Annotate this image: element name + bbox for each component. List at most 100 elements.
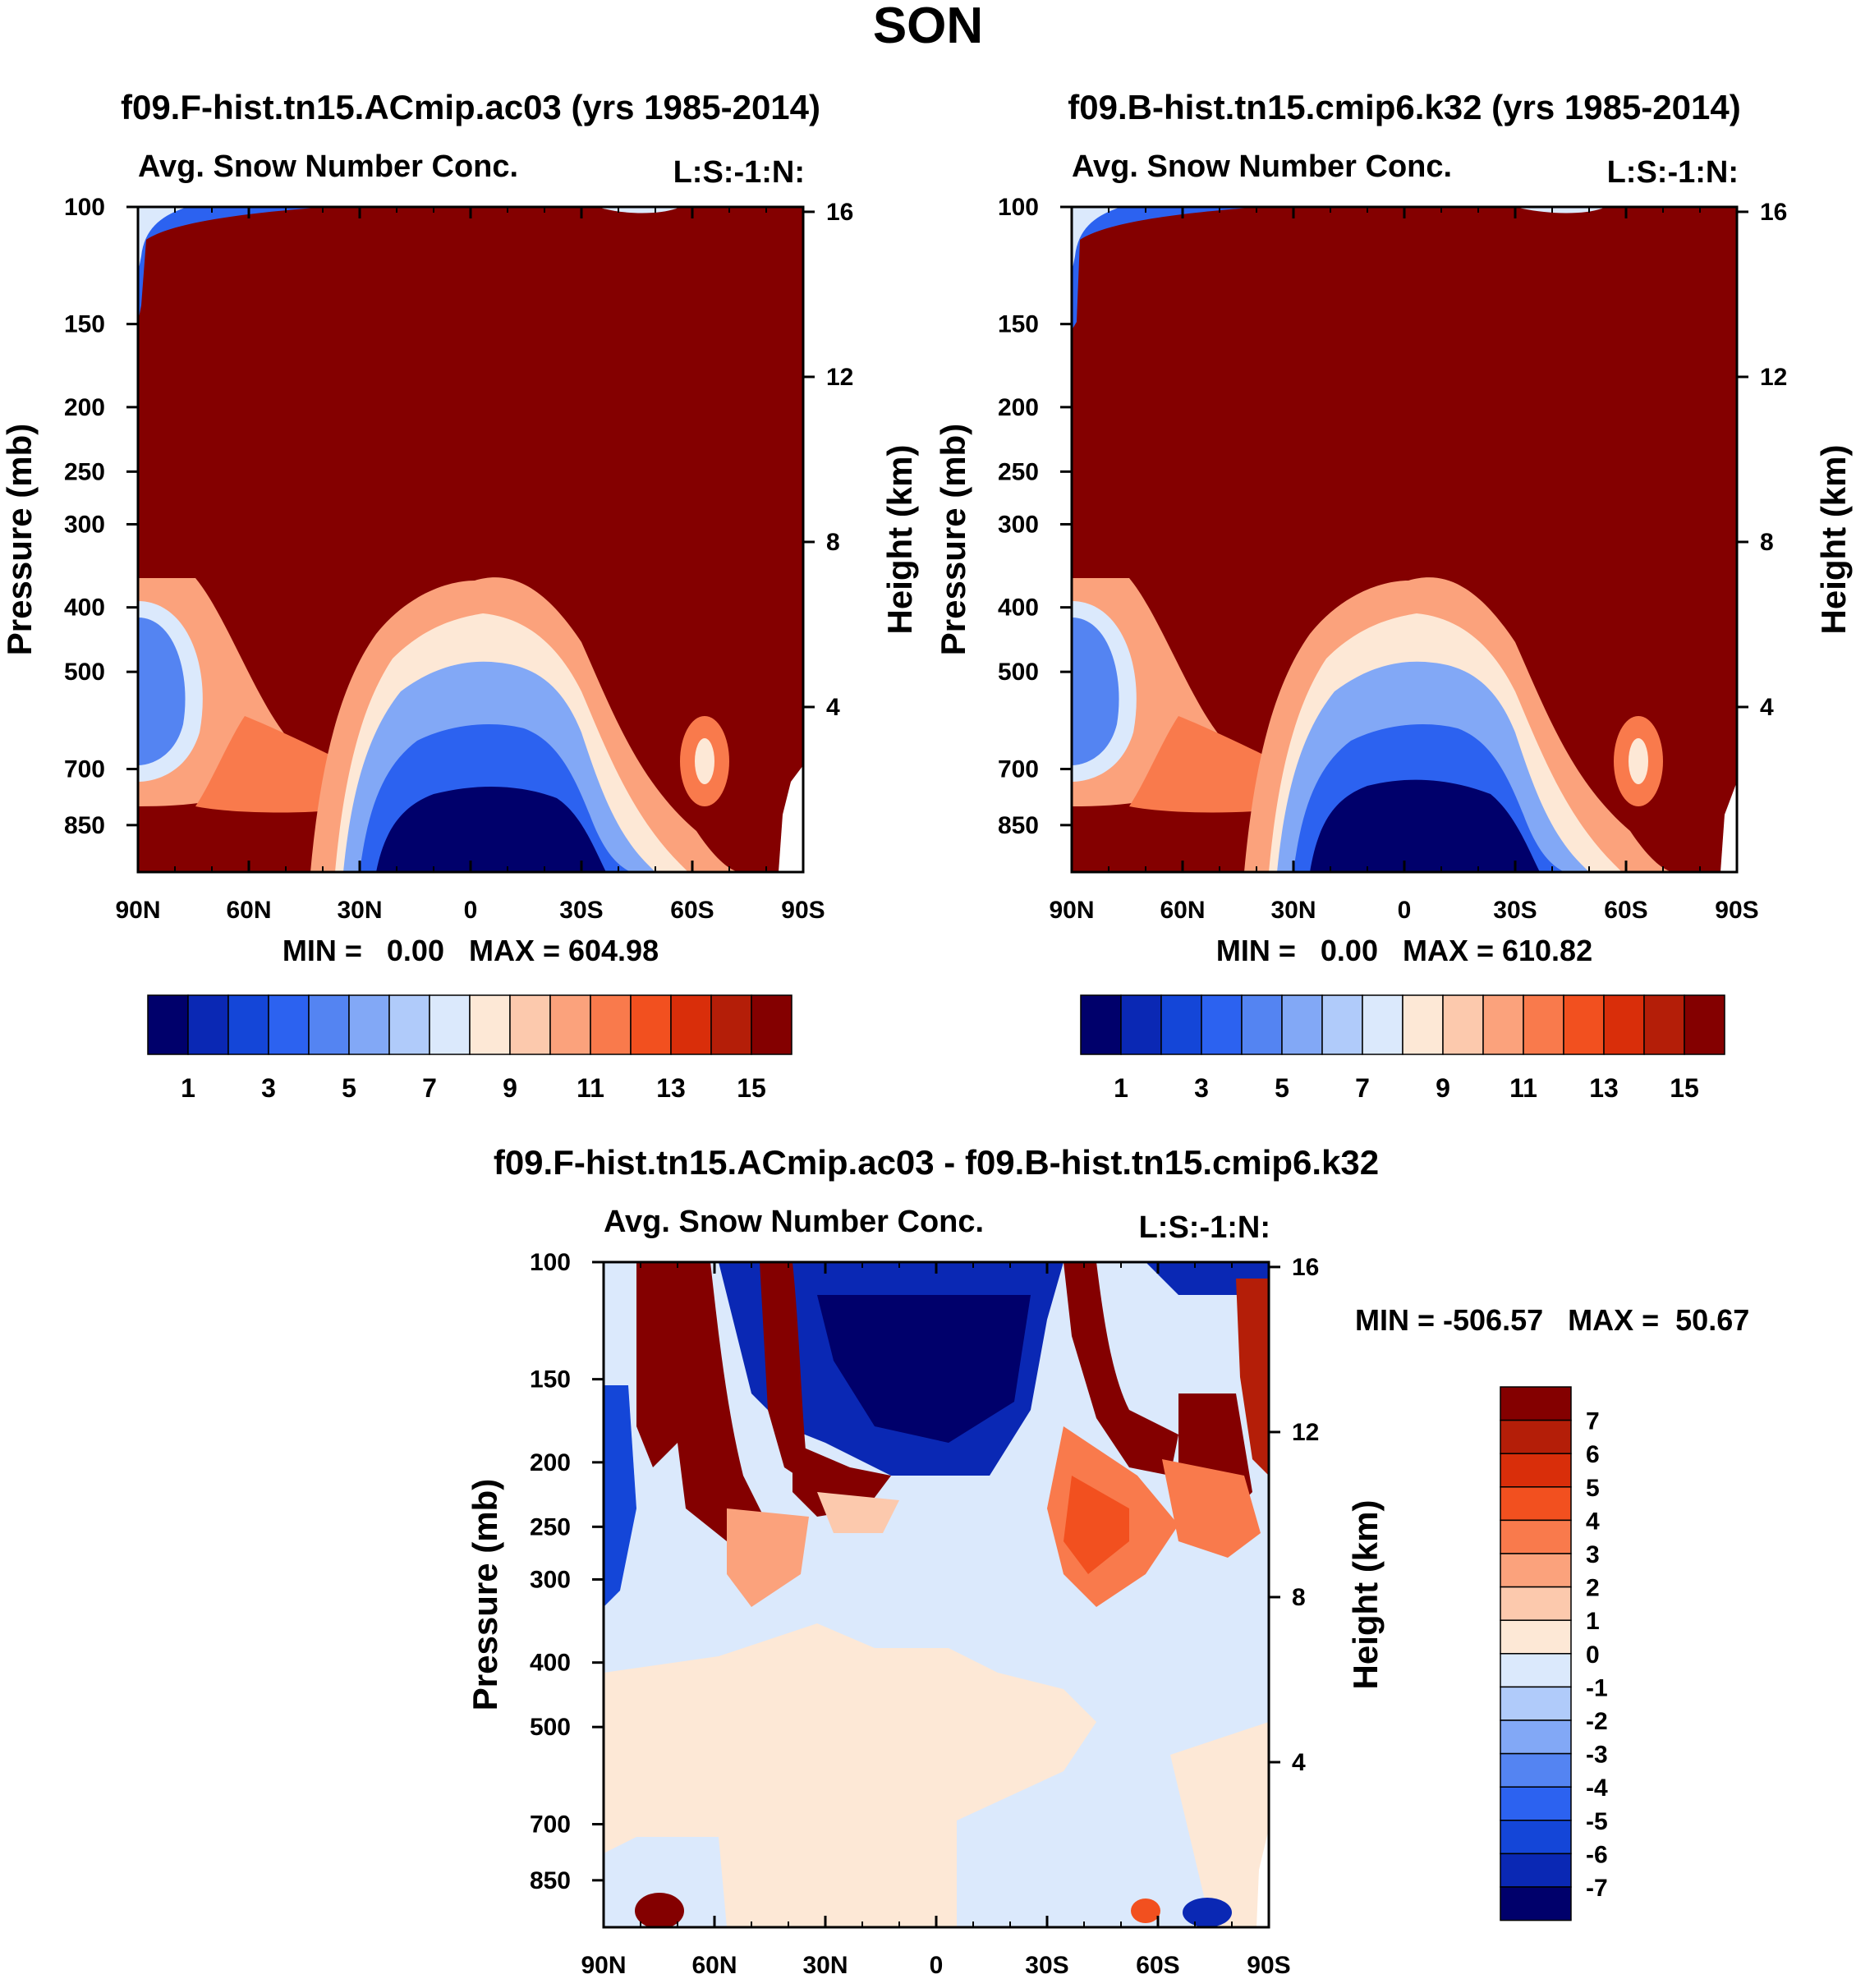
colorbar-label: 7 [1355,1073,1370,1103]
x-tick-label: 90N [581,1952,626,1979]
y-tick-label: 150 [998,311,1039,338]
y2-axis-title: Height (km) [1814,445,1853,635]
upper-white-band [1072,207,1121,273]
colorbar-swatch [1500,1653,1572,1688]
colorbar-label: 4 [1586,1508,1600,1535]
colorbar-label: -5 [1586,1808,1608,1835]
y-tick-label: 500 [998,659,1039,686]
colorbar-swatch [509,994,551,1055]
colorbar-swatch [1120,994,1162,1055]
colorbar-swatch [469,994,511,1055]
colorbar-swatch [710,994,752,1055]
y-tick-label: 250 [64,458,105,485]
colorbar-swatch [1500,1419,1572,1454]
min-max-label: MIN = -506.57 MAX = 50.67 [1355,1303,1749,1337]
y-tick-label: 400 [64,595,105,622]
page-title: SON [873,0,983,54]
colorbar-swatch [1500,1386,1572,1421]
axis-ticks: 90N 60N 30N 0 30S 60S 90S 100 150 200 250 300 400 500… [530,1249,1319,1979]
min-max-label: MIN = 0.00 MAX = 610.82 [1216,934,1592,967]
colorbar-label: 7 [1586,1408,1600,1435]
panel-ac03: f09.F-hist.tn15.ACmip.ac03 (yrs 1985-201… [0,88,919,1103]
colorbar-swatch [1201,994,1243,1055]
y2-tick-label: 8 [1292,1584,1306,1611]
upper-positive-plume [1236,1279,1269,1476]
colorbar-label: 15 [737,1073,766,1103]
colorbar-swatch [1080,994,1122,1055]
y-tick-label: 850 [64,812,105,839]
y-tick-label: 150 [530,1366,571,1393]
colorbar-swatch [1643,994,1685,1055]
missing-data-corner [1720,782,1737,872]
y-tick-label: 200 [64,394,105,421]
x-tick-label: 30S [1493,897,1537,924]
panel-title: f09.B-hist.tn15.cmip6.k32 (yrs 1985-2014… [1068,88,1740,126]
colorbar-swatch [1523,994,1564,1055]
mid-positive-band [1064,1476,1129,1574]
surface-negative-blob [1183,1898,1232,1927]
colorbar-label: 5 [1275,1073,1289,1103]
colorbar-label: 3 [261,1073,276,1103]
y2-tick-label: 8 [826,529,840,556]
colorbar-swatch [227,994,269,1055]
colorbar-swatch [187,994,229,1055]
colorbar: 7 6 5 4 3 2 1 0 -1 -2 -3 -4 -5 -6 -7 [1500,1386,1608,1921]
upper-white-band [138,207,187,273]
y2-tick-label: 16 [1292,1254,1319,1281]
upper-negative-region [817,1295,1031,1443]
y-tick-label: 700 [64,756,105,783]
y-tick-label: 700 [530,1811,571,1839]
colorbar-swatch [429,994,471,1055]
variable-label: Avg. Snow Number Conc. [604,1205,984,1239]
colorbar-swatch [1321,994,1363,1055]
colorbar-swatch [1500,1519,1572,1554]
colorbar-label: 9 [1436,1073,1450,1103]
y-tick-label: 100 [530,1249,571,1276]
colorbar-label: 5 [1586,1475,1600,1502]
colorbar-swatch [1500,1719,1572,1755]
x-tick-label: 30N [802,1952,848,1979]
y-tick-label: 400 [530,1650,571,1677]
y-tick-label: 200 [530,1449,571,1476]
x-tick-label: 30S [1025,1952,1068,1979]
y-tick-label: 500 [64,659,105,686]
colorbar-label: 11 [1509,1073,1537,1103]
missing-data-corner [1256,1829,1269,1927]
y-tick-label: 100 [64,194,105,221]
colorbar-label: 7 [422,1073,437,1103]
colorbar-label: -4 [1586,1775,1608,1802]
colorbar-label: -7 [1586,1875,1608,1902]
y-tick-label: 250 [998,458,1039,485]
colorbar-swatch [1684,994,1725,1055]
x-tick-label: 90S [1247,1952,1290,1979]
panel-difference: f09.F-hist.tn15.ACmip.ac03 - f09.B-hist.… [466,1143,1749,1979]
colorbar-swatch [1442,994,1484,1055]
y2-tick-label: 12 [826,364,853,391]
lower-positive-region [1170,1722,1269,1927]
y2-tick-label: 4 [1760,694,1774,721]
colorbar-label: -6 [1586,1841,1608,1868]
left-high-latitude-blob [138,618,186,765]
colorbar-swatch [751,994,792,1055]
y2-axis-title: Height (km) [1346,1500,1385,1690]
colorbar-swatch [1160,994,1202,1055]
upper-negative-region [604,1385,636,1607]
mid-positive-band [817,1492,899,1533]
y-tick-label: 250 [530,1513,571,1540]
x-tick-label: 60N [691,1952,737,1979]
colorbar-swatch [1500,1820,1572,1855]
colorbar-swatch [1500,1553,1572,1588]
x-tick-label: 90S [1715,897,1758,924]
colorbar-swatch [549,994,591,1055]
x-tick-label: 90N [115,897,160,924]
y-tick-label: 300 [530,1566,571,1593]
y-tick-label: 100 [998,194,1039,221]
y-tick-label: 300 [64,511,105,538]
upper-positive-plume [636,1262,768,1541]
colorbar-label: 6 [1586,1441,1600,1468]
colorbar-label: -3 [1586,1742,1608,1769]
y-tick-label: 850 [530,1867,571,1894]
x-tick-label: 30S [559,897,603,924]
y-tick-label: 850 [998,812,1039,839]
y-axis-title: Pressure (mb) [0,424,39,655]
